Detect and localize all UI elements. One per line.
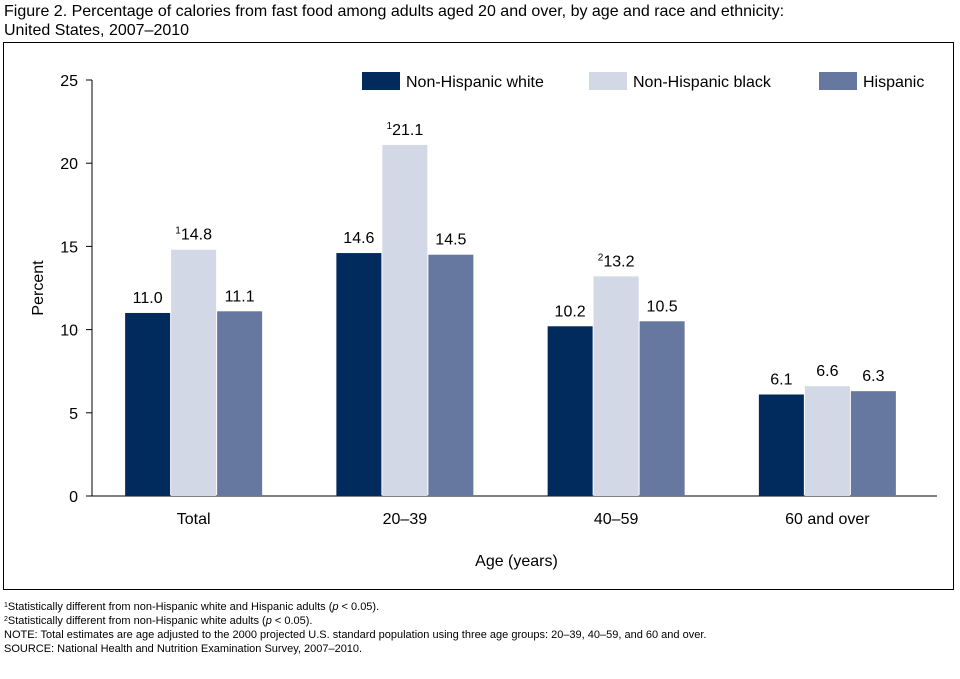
bar-value-label: 6.6 — [816, 363, 838, 380]
bar-value-label: 6.1 — [770, 371, 792, 388]
y-tick-label: 25 — [60, 73, 78, 90]
footnote-2-marker: 2 — [4, 616, 8, 623]
bar — [382, 144, 428, 496]
legend-swatch — [819, 72, 857, 90]
footnote-1-marker: 1 — [4, 602, 8, 609]
x-tick-label: 40–59 — [594, 511, 639, 528]
y-tick-label: 10 — [60, 323, 78, 340]
bar — [171, 249, 217, 496]
chart-frame: 0 5 10 15 20 25 Percent Age (years) 11.0 114.8 11.… — [3, 42, 954, 590]
bar-value-label: 6.3 — [862, 368, 884, 385]
y-axis-title: Percent — [30, 260, 47, 316]
x-axis-title: Age (years) — [475, 553, 558, 570]
bar — [428, 254, 474, 496]
bar-value-label: 10.5 — [647, 298, 678, 315]
figure-title-line-2: United States, 2007–2010 — [4, 22, 190, 39]
figure-title-line-1: Figure 2. Percentage of calories from fa… — [4, 3, 785, 20]
bar — [639, 321, 685, 496]
source-text: SOURCE: National Health and Nutrition Ex… — [4, 643, 363, 655]
figure-title: Figure 2. Percentage of calories from fa… — [4, 2, 954, 40]
footnote-1: 1Statistically different from non-Hispan… — [4, 601, 380, 613]
legend-label: Hispanic — [863, 74, 924, 91]
legend-label: Non-Hispanic white — [406, 74, 544, 91]
bar-value-label: 11.1 — [225, 288, 255, 305]
bar — [758, 394, 804, 496]
bar — [850, 391, 896, 496]
bar-value-label: 14.6 — [343, 230, 374, 247]
bar-value-label: 121.1 — [387, 121, 424, 139]
bar-value-label: 14.5 — [435, 232, 466, 249]
bar-value-label: 10.2 — [555, 303, 586, 320]
bar — [593, 276, 639, 496]
bar — [125, 312, 171, 496]
x-tick-label: Total — [177, 511, 211, 528]
footnote-2: 2Statistically different from non-Hispan… — [4, 615, 313, 627]
legend-swatch — [589, 72, 627, 90]
x-tick-label: 60 and over — [785, 511, 870, 528]
y-tick-label: 15 — [60, 239, 78, 256]
bar-value-label: 114.8 — [175, 226, 212, 244]
y-tick-label: 20 — [60, 156, 78, 173]
footnotes: 1Statistically different from non-Hispan… — [4, 600, 954, 656]
legend-swatch — [362, 72, 400, 90]
bar — [336, 253, 382, 496]
bar-chart: 0 5 10 15 20 25 Percent Age (years) 11.0 114.8 11.… — [30, 72, 937, 570]
bar — [547, 326, 593, 496]
x-tick-label: 20–39 — [383, 511, 428, 528]
bar-value-label: 11.0 — [133, 290, 163, 307]
note-text: NOTE: Total estimates are age adjusted t… — [4, 629, 707, 641]
y-tick-label: 5 — [69, 406, 78, 423]
bar-value-label: 213.2 — [598, 252, 635, 270]
y-tick-label: 0 — [69, 489, 78, 506]
legend-label: Non-Hispanic black — [633, 74, 772, 91]
bar — [217, 311, 263, 496]
bar — [804, 386, 850, 496]
